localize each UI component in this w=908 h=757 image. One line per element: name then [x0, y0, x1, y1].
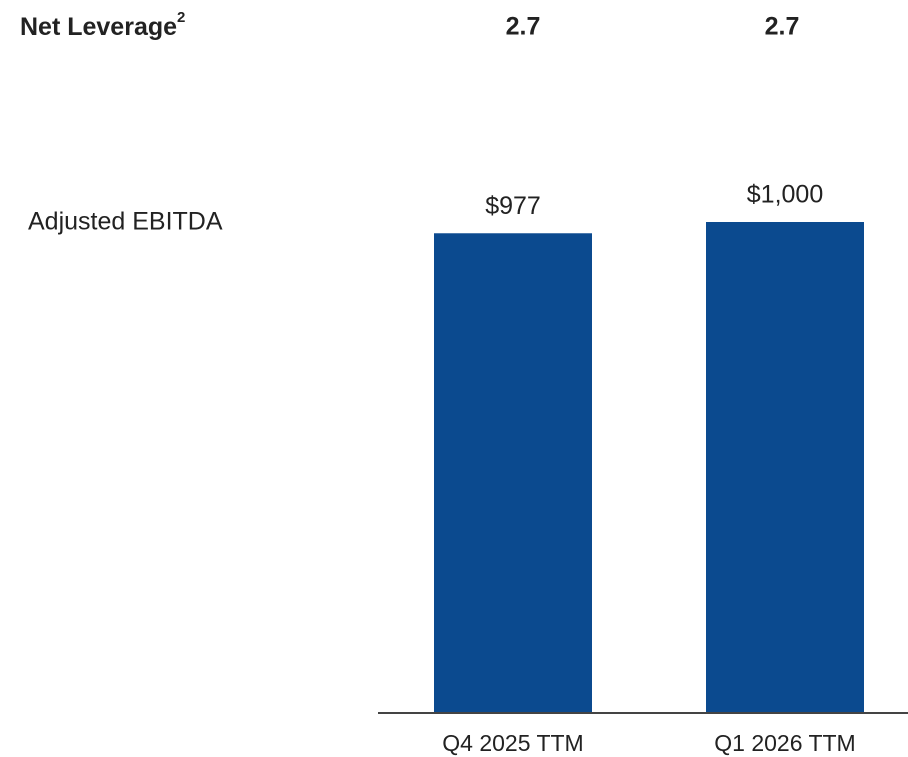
bar: [434, 233, 592, 712]
net-leverage-label: Net Leverage2: [20, 9, 185, 41]
x-tick-label: Q4 2025 TTM: [442, 730, 583, 756]
superscript: 2: [177, 9, 185, 26]
net-leverage-value: 2.7: [506, 13, 541, 41]
bar: [706, 222, 864, 712]
net-leverage-text: Net Leverage: [20, 13, 177, 41]
series-label: Adjusted EBITDA: [28, 208, 223, 236]
net-leverage-value: 2.7: [765, 13, 800, 41]
value-label: $1,000: [747, 181, 823, 209]
x-tick-label: Q1 2026 TTM: [714, 730, 855, 756]
value-label: $977: [485, 192, 541, 220]
